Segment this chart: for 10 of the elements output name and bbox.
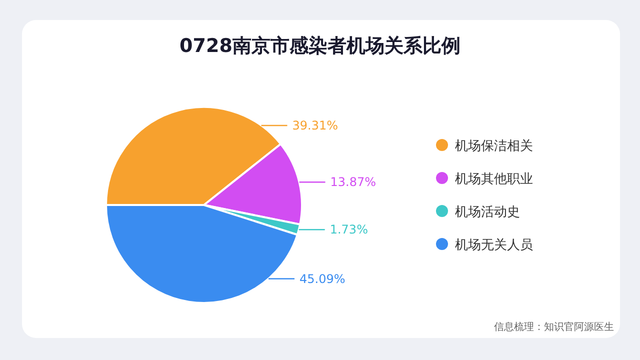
legend-label: 机场其他职业 [455, 172, 533, 187]
legend-label: 机场保洁相关 [455, 139, 533, 154]
data-label: 45.09% [300, 272, 346, 286]
text: 信息梳理：知识官阿源医生 [494, 321, 614, 333]
data-label: 13.87% [330, 175, 376, 190]
chart-title: 0728南京市感染者机场关系比例 [180, 35, 460, 57]
legend-label: 机场活动史 [455, 205, 520, 220]
data-label: 39.31% [292, 118, 338, 132]
data-label: 1.73% [330, 222, 368, 237]
legend-label: 机场无关人员 [455, 238, 533, 253]
